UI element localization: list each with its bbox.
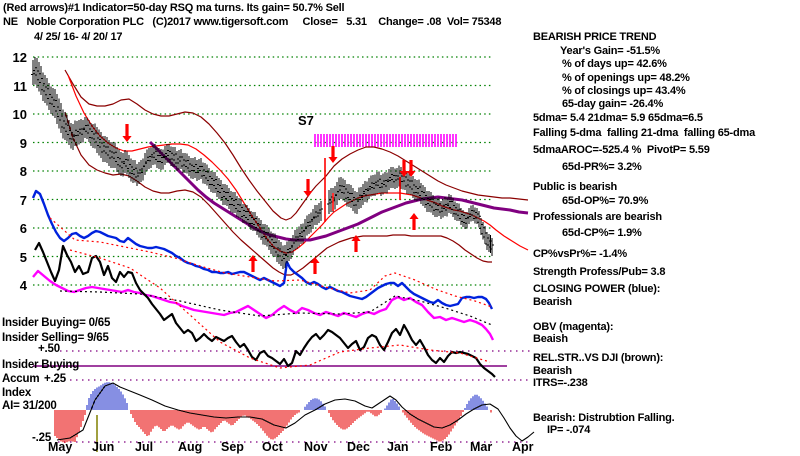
buy-arrow-icon [351,235,361,252]
price-gridlines [33,56,492,286]
buy-arrow-icon [409,213,419,230]
relstr_ma-line [69,249,491,369]
panel-line: Bearish [533,296,572,308]
panel-line: BEARISH PRICE TREND [533,31,657,43]
relstr-line [34,241,496,378]
panel-line: Professionals are bearish [533,211,662,223]
panel-line: Year's Gain= -51.5% [560,45,661,57]
month-label: Jan [387,440,409,454]
side-label: Insider Buying= 0/65 [2,317,111,329]
panel-line: IP= -.074 [547,424,591,436]
side-label: Index [2,387,32,399]
month-label: Nov [304,440,328,454]
y-axis-label: 10 [12,107,27,122]
side-label: Accum [2,373,40,385]
panel-line: % of closings up= 43.4% [562,85,686,97]
panel-line: 65d-CP%= 1.9% [562,227,642,239]
y-axis-label: 4 [19,278,27,293]
sell-arrow-icon [406,160,416,177]
sell-arrow-icon [328,146,338,163]
y-axis-label: 11 [13,78,27,94]
y-axis-label: 6 [19,221,27,236]
accum-histogram [54,382,492,443]
sell-arrow-icon [399,160,409,177]
month-label: Oct [262,440,283,454]
obv-line [32,269,495,341]
signal-arrows [122,124,419,274]
panel-line: REL.STR..VS DJI (brown): [533,352,664,364]
y-axis-label: 9 [19,135,27,151]
panel-line: CLOSING POWER (blue): [533,283,661,295]
obv_ma-line [59,290,493,326]
month-label: Mar [470,440,493,454]
panel-line: ITRS=-.238 [533,377,588,389]
upper_band-line [64,69,529,221]
panel-line: 5dma= 5.4 21dma= 5.9 65dma=6.5 [533,112,703,124]
s7-signal-band [314,134,457,147]
y-axis-label: 12 [12,50,27,65]
side-label: Insider Buying [2,359,80,371]
side-label: +.50 [38,343,60,355]
buy-arrow-icon [248,255,258,272]
y-axis-label: 8 [19,164,27,179]
month-label: Feb [430,440,453,454]
month-label: Aug [178,440,203,454]
sell-arrow-icon [303,179,313,197]
side-label: +.25 [44,373,66,385]
y-axis-label: 7 [19,192,27,208]
panel-line: % of days up= 42.6% [562,58,667,70]
side-label: -.25 [32,432,52,444]
accum_ma-line [56,382,535,442]
ticker-header: NE Noble Corporation PLC (C)2017 www.tig… [3,16,502,28]
panel-line: Bearish: Distrubtion Falling. [533,412,675,424]
panel-line: 65d-PR%= 3.2% [562,161,642,173]
month-label: Jul [135,440,154,454]
panel-line: CP%vsPr%= -1.4% [533,248,627,260]
price-bars [31,57,494,269]
signal-bars [324,158,401,222]
month-label: Apr [512,440,534,454]
panel-line: Beaish [533,333,568,345]
buy-arrow-icon [310,257,320,274]
lower_band-line [64,111,492,276]
y-axis-label: 5 [19,249,27,265]
panel-line: OBV (magenta): [533,321,614,333]
panel-line: Falling 5-dma falling 21-dma falling 65-… [533,127,756,139]
month-label: May [48,440,73,454]
month-label: Dec [347,440,370,454]
s7-signal-label: S7 [298,113,314,128]
panel-line: 65-day gain= -26.4% [562,98,664,110]
month-label: Jun [92,440,115,454]
rsq_ma-line [148,140,529,242]
panel-line: Public is bearish [533,181,618,193]
date-range: 4/ 25/ 16- 4/ 20/ 17 [34,31,123,43]
sell-arrow-icon [122,124,132,142]
signal-header: (Red arrows)#1 Indicator=50-day RSQ ma t… [3,2,345,14]
cp_ma-line [49,217,493,308]
side-label: AI= 31/200 [2,400,57,412]
panel-line: Strength Profess/Pub= 3.8 [533,266,666,278]
closing_power-line [31,189,494,310]
panel-line: 65d-OP%= 70.9% [562,195,649,207]
month-label: Sep [221,440,244,454]
panel-line: Bearish [533,365,572,377]
panel-line: 5dmaAROC=-525.4 % PivotP= 5.59 [533,144,710,156]
panel-line: % of openings up= 48.2% [562,72,690,84]
side-label: Insider Selling= 9/65 [2,332,109,344]
